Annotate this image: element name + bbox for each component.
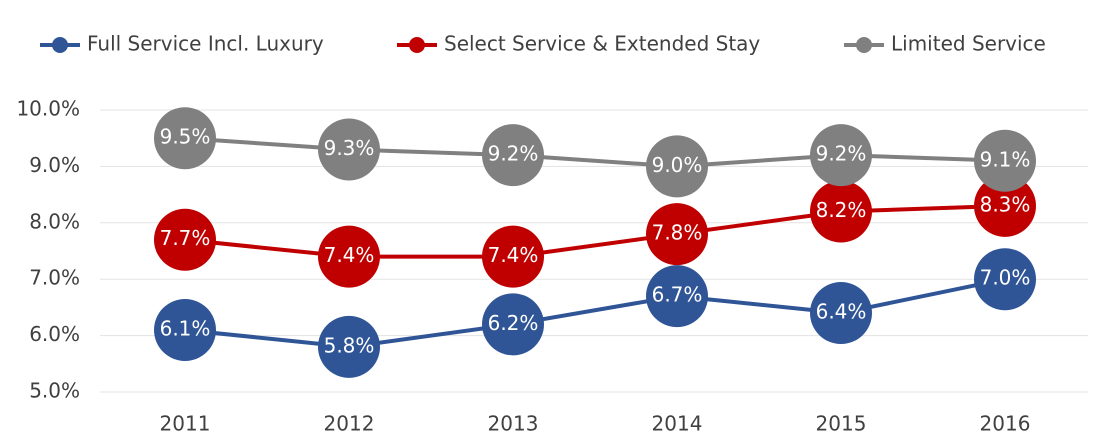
data-point <box>318 315 380 378</box>
data-label: 7.7% <box>160 226 211 250</box>
y-tick-label: 6.0% <box>29 322 80 346</box>
data-point <box>810 124 872 187</box>
legend-marker <box>52 37 68 53</box>
data-point <box>646 265 708 328</box>
data-point <box>154 298 216 361</box>
y-tick-label: 10.0% <box>16 97 80 121</box>
data-label: 6.4% <box>816 300 867 324</box>
data-label: 9.2% <box>816 142 867 166</box>
data-label: 9.1% <box>980 147 1031 171</box>
data-label: 7.4% <box>324 243 375 267</box>
legend-marker <box>409 37 425 53</box>
data-label: 7.0% <box>980 266 1031 290</box>
data-label: 6.1% <box>160 316 211 340</box>
data-point <box>318 118 380 181</box>
legend-label: Limited Service <box>891 32 1046 56</box>
y-tick-label: 8.0% <box>29 209 80 233</box>
data-point <box>974 129 1036 192</box>
x-tick-label: 2012 <box>324 412 375 436</box>
data-label: 6.2% <box>488 311 539 335</box>
data-label: 8.2% <box>816 198 867 222</box>
x-tick-label: 2016 <box>980 412 1031 436</box>
data-label: 9.3% <box>324 136 375 160</box>
legend-label: Full Service Incl. Luxury <box>87 32 324 56</box>
data-point <box>482 124 544 187</box>
data-label: 9.5% <box>160 125 211 149</box>
data-label: 7.4% <box>488 243 539 267</box>
data-point <box>482 293 544 356</box>
data-label: 7.8% <box>652 221 703 245</box>
data-label: 9.0% <box>652 153 703 177</box>
data-point <box>318 225 380 288</box>
series-line <box>184 277 1006 349</box>
data-point <box>154 107 216 170</box>
data-point <box>154 208 216 271</box>
x-tick-label: 2014 <box>652 412 703 436</box>
data-label: 8.3% <box>980 192 1031 216</box>
data-point <box>646 203 708 266</box>
y-tick-label: 9.0% <box>29 153 80 177</box>
series-line <box>184 136 1006 169</box>
data-label: 6.7% <box>652 283 703 307</box>
legend-marker <box>856 37 872 53</box>
data-point <box>482 225 544 288</box>
data-point <box>974 248 1036 311</box>
legend-label: Select Service & Extended Stay <box>444 32 760 56</box>
y-tick-label: 5.0% <box>29 379 80 403</box>
y-tick-label: 7.0% <box>29 266 80 290</box>
data-label: 9.2% <box>488 142 539 166</box>
series-line <box>184 203 1006 259</box>
data-point <box>810 282 872 345</box>
data-point <box>646 135 708 198</box>
x-tick-label: 2015 <box>816 412 867 436</box>
data-label: 5.8% <box>324 333 375 357</box>
data-point <box>974 174 1036 237</box>
x-tick-label: 2013 <box>488 412 539 436</box>
x-tick-label: 2011 <box>160 412 211 436</box>
data-point <box>810 180 872 243</box>
